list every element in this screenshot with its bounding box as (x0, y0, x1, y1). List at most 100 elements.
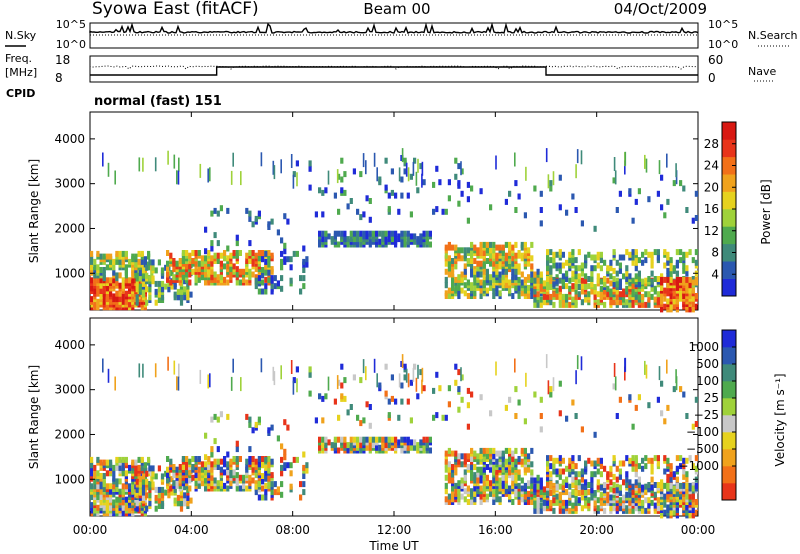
velocity-cell (533, 507, 537, 514)
velocity-cell (140, 456, 144, 463)
velocity-cell (539, 396, 543, 403)
velocity-cell (650, 484, 654, 491)
velocity-cell (473, 496, 477, 503)
colorbar-segment (722, 174, 736, 192)
velocity-cell (631, 489, 635, 496)
velocity-cell (539, 413, 543, 419)
velocity-cell (631, 460, 635, 467)
power-cell (574, 257, 578, 264)
velocity-streak (495, 361, 497, 376)
power-cell (425, 230, 429, 237)
power-cell (188, 279, 192, 286)
velocity-cell (470, 456, 474, 462)
velocity-cell (425, 436, 429, 443)
power-cell (666, 298, 670, 305)
velocity-cell (460, 482, 464, 489)
velocity-cell (292, 456, 296, 463)
velocity-cell (508, 447, 512, 454)
power-cell (251, 271, 255, 278)
velocity-cell (590, 482, 594, 488)
power-cell (587, 251, 591, 258)
velocity-cell (637, 394, 641, 401)
velocity-cell (151, 465, 155, 472)
velocity-cell (669, 482, 673, 489)
velocity-cell (204, 477, 208, 484)
velocity-cell (118, 478, 122, 485)
velocity-cell (270, 424, 274, 431)
velocity-cell (343, 442, 347, 449)
noise-right-tick-bottom: 10^0 (708, 38, 738, 51)
velocity-cell (451, 464, 455, 470)
power-cell (183, 278, 187, 285)
velocity-cell (264, 469, 268, 476)
velocity-cell (555, 468, 559, 475)
power-cell (135, 280, 139, 287)
velocity-cell (653, 455, 657, 462)
velocity-cell (185, 477, 189, 484)
power-cell (264, 283, 268, 290)
power-cell (261, 267, 265, 273)
power-cell (378, 238, 382, 245)
velocity-cell (121, 456, 125, 463)
power-cell (517, 263, 521, 270)
power-cell (691, 287, 695, 294)
power-streak (376, 167, 378, 182)
velocity-streak (658, 366, 661, 381)
power-streak (373, 152, 376, 167)
velocity-cell (148, 492, 152, 499)
velocity-cell (574, 483, 578, 490)
velocity-cell (558, 468, 562, 475)
colorbar-tick-label: 24 (704, 159, 719, 173)
velocity-cell (653, 502, 657, 509)
power-streak (167, 150, 169, 165)
velocity-cell (283, 462, 287, 469)
power-y-label: Slant Range [km] (27, 159, 41, 263)
velocity-cell (283, 454, 287, 461)
velocity-cell (172, 472, 176, 479)
velocity-cell (169, 458, 173, 465)
power-cell (105, 264, 109, 271)
power-cell (584, 284, 588, 290)
velocity-streak (552, 377, 555, 392)
velocity-streak (405, 368, 408, 383)
velocity-cell (609, 505, 613, 512)
velocity-cell (314, 417, 318, 424)
velocity-cell (568, 491, 572, 498)
velocity-cell (612, 473, 616, 480)
velocity-cell (109, 483, 113, 490)
power-cell (489, 279, 493, 286)
velocity-cell (318, 444, 322, 451)
power-cell (508, 241, 512, 248)
power-cell (154, 288, 158, 295)
power-cell (641, 259, 645, 266)
velocity-cell (672, 485, 676, 492)
velocity-cell (574, 479, 578, 486)
velocity-cell (406, 436, 410, 443)
power-cell (504, 268, 508, 275)
power-cell (466, 181, 470, 188)
power-cell (666, 251, 670, 258)
power-cell (552, 276, 556, 283)
velocity-cell (593, 460, 597, 467)
power-cell (498, 244, 502, 251)
colorbar-tick-label: 8 (711, 246, 719, 260)
velocity-cell (356, 414, 360, 421)
power-cell (257, 255, 261, 262)
velocity-cell (628, 507, 632, 514)
velocity-cell (508, 469, 512, 476)
power-cell (679, 249, 683, 256)
velocity-cell (663, 493, 667, 500)
power-cell (447, 293, 451, 299)
velocity-cell (157, 486, 161, 493)
power-cell (90, 256, 94, 263)
power-cell (663, 303, 667, 310)
velocity-cell (337, 436, 341, 443)
power-cell (454, 263, 458, 270)
power-cell (527, 260, 531, 267)
velocity-cell (663, 482, 667, 489)
velocity-cell (489, 447, 493, 454)
velocity-cell (489, 466, 493, 473)
power-cell (99, 253, 103, 260)
power-cell (340, 230, 344, 237)
power-cell (577, 273, 581, 280)
